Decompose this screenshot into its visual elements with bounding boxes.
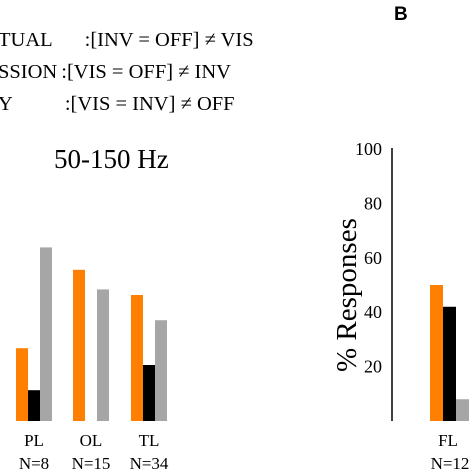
category-n-label: N=34	[130, 454, 169, 473]
bar-tl-1	[131, 295, 143, 421]
y-tick-label: 40	[364, 302, 382, 322]
chart-title: 50-150 Hz	[54, 144, 169, 174]
y-tick-label: 100	[355, 139, 382, 159]
bar-tl-3	[155, 320, 167, 421]
bar-ol-3	[97, 289, 109, 421]
legend-row-3: Y :[VIS = INV] ≠ OFF	[0, 94, 235, 115]
bar-tl-2	[143, 365, 155, 421]
y-tick-label: 60	[364, 248, 382, 268]
category-label: FL	[438, 431, 458, 450]
bar-pl-2	[28, 390, 40, 421]
bar-fl-1	[430, 285, 443, 421]
legend-label: Y	[0, 93, 13, 115]
bar-ol-1	[73, 269, 85, 421]
bar-pl-1	[16, 348, 28, 421]
category-n-label: N=8	[19, 454, 49, 473]
legend-condition: :[VIS = OFF] ≠ INV	[61, 61, 231, 83]
legend-row-1: TUAL :[INV = OFF] ≠ VIS	[0, 30, 254, 51]
legend-row-2: SSION:[VIS = OFF] ≠ INV	[0, 62, 231, 83]
legend-condition: :[VIS = INV] ≠ OFF	[64, 93, 235, 115]
bar-pl-3	[40, 247, 52, 421]
bar-fl-2	[443, 306, 456, 421]
category-label: OL	[80, 431, 103, 450]
legend-condition: :[INV = OFF] ≠ VIS	[84, 29, 254, 51]
legend-label: SSION	[0, 61, 58, 83]
legend-label: TUAL	[0, 29, 53, 51]
category-label: TL	[139, 431, 160, 450]
category-label: PL	[24, 431, 44, 450]
category-n-label: N=12	[431, 454, 470, 473]
y-tick-label: 80	[364, 193, 382, 213]
panel-letter: B	[394, 4, 408, 25]
category-n-label: N=15	[72, 454, 111, 473]
y-tick-label: 20	[364, 357, 382, 377]
bar-fl-3	[456, 399, 469, 421]
